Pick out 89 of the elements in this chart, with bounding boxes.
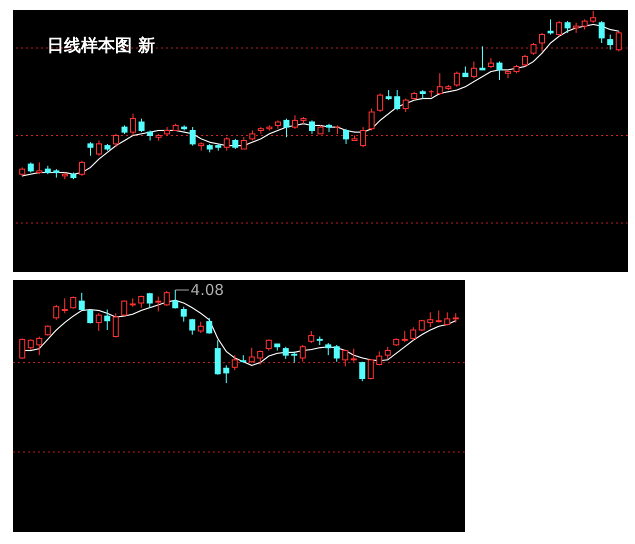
candlestick	[402, 98, 409, 112]
candlestick	[350, 348, 357, 362]
candlestick	[130, 113, 136, 136]
candlestick	[62, 298, 68, 314]
candlestick	[70, 296, 76, 310]
candlestick	[112, 312, 119, 338]
candlestick	[300, 344, 306, 362]
candlestick	[427, 312, 434, 328]
candlestick	[410, 326, 416, 341]
candlestick	[479, 46, 486, 70]
candlestick	[164, 290, 170, 306]
candlestick	[266, 338, 272, 352]
candlestick	[172, 290, 178, 310]
candlestick	[112, 133, 119, 148]
candlestick	[78, 292, 85, 311]
candlestick	[436, 72, 443, 96]
candlestick	[180, 306, 187, 322]
candlestick	[224, 136, 230, 152]
candlestick	[308, 120, 315, 134]
candlestick	[257, 350, 264, 365]
candlestick	[582, 18, 588, 30]
candlestick	[206, 317, 212, 334]
candlestick	[138, 118, 145, 133]
candlestick	[488, 58, 494, 69]
candlestick	[248, 347, 255, 364]
candlestick	[36, 336, 42, 356]
candlestick	[147, 130, 154, 142]
candlestick	[121, 300, 128, 317]
candlestick	[96, 312, 102, 332]
candlestick	[189, 318, 196, 336]
candlestick	[96, 140, 102, 156]
candlestick	[146, 292, 153, 308]
candlestick	[138, 295, 144, 308]
candlestick	[359, 361, 366, 382]
candlestick	[87, 142, 94, 156]
candlestick	[232, 138, 238, 150]
candlestick	[334, 344, 340, 362]
candlestick	[291, 350, 298, 364]
candlestick	[444, 312, 450, 326]
candlestick	[368, 358, 374, 380]
candlestick	[343, 128, 350, 144]
candlestick	[223, 364, 230, 384]
candlestick	[342, 349, 348, 367]
candlestick	[53, 304, 60, 320]
candlestick	[564, 20, 571, 34]
candlestick	[470, 60, 477, 79]
candlestick	[548, 18, 554, 36]
candlestick	[598, 20, 605, 44]
candlestick	[240, 136, 247, 150]
candlestick	[19, 338, 26, 360]
candlestick	[28, 162, 34, 174]
candlestick	[190, 126, 196, 146]
candlestick	[384, 346, 391, 360]
candlestick	[377, 92, 384, 112]
candlestick	[198, 321, 204, 334]
candlestick	[616, 30, 622, 52]
candlestick	[232, 354, 238, 371]
candlestick	[607, 34, 614, 50]
candlestick	[496, 60, 502, 80]
candlestick	[360, 126, 366, 148]
candlestick	[452, 312, 459, 324]
candlestick	[402, 330, 408, 343]
candlestick	[308, 330, 314, 344]
candlestick	[530, 42, 537, 56]
candlestick	[78, 160, 85, 176]
annotation: 4.08	[190, 281, 224, 299]
candlestick	[104, 309, 110, 331]
candlestick	[292, 114, 298, 130]
candlestick	[282, 346, 289, 360]
candlestick	[368, 108, 375, 131]
candlestick	[36, 162, 42, 175]
candlestick	[249, 130, 256, 142]
candlestick	[556, 20, 562, 37]
candlestick	[386, 90, 392, 101]
candlestick	[522, 54, 528, 68]
candlestick	[436, 310, 442, 324]
candlestick	[394, 90, 400, 111]
candlestick	[28, 338, 34, 350]
candlestick	[376, 350, 382, 366]
candlestick	[155, 296, 162, 312]
text: 日线样本图 新	[47, 36, 155, 56]
candlestick	[283, 118, 290, 138]
candlestick	[325, 342, 332, 356]
candlestick	[573, 22, 580, 34]
candlestick	[87, 309, 94, 324]
candlestick	[44, 324, 51, 336]
candlestick	[462, 66, 468, 78]
candlestick	[539, 32, 546, 52]
candlestick	[454, 71, 460, 88]
